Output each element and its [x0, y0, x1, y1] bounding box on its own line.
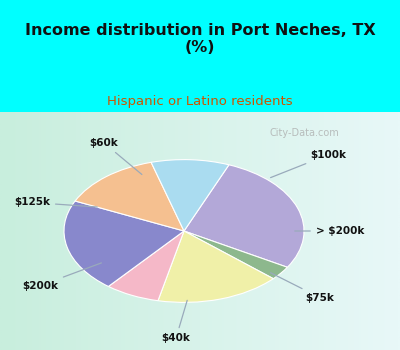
Text: > $200k: > $200k [295, 226, 364, 236]
Wedge shape [184, 231, 287, 279]
Wedge shape [64, 201, 184, 286]
Wedge shape [75, 162, 184, 231]
Text: $125k: $125k [14, 197, 97, 208]
Text: Income distribution in Port Neches, TX
(%): Income distribution in Port Neches, TX (… [25, 23, 375, 56]
Wedge shape [158, 231, 273, 302]
Text: $200k: $200k [22, 263, 101, 291]
Wedge shape [108, 231, 184, 301]
Text: Hispanic or Latino residents: Hispanic or Latino residents [107, 95, 293, 108]
Text: $60k: $60k [90, 138, 142, 175]
Text: City-Data.com: City-Data.com [269, 128, 339, 138]
Wedge shape [184, 165, 304, 267]
Text: $40k: $40k [162, 300, 190, 343]
Wedge shape [151, 160, 229, 231]
Text: $100k: $100k [270, 150, 346, 177]
Text: $75k: $75k [270, 273, 334, 303]
